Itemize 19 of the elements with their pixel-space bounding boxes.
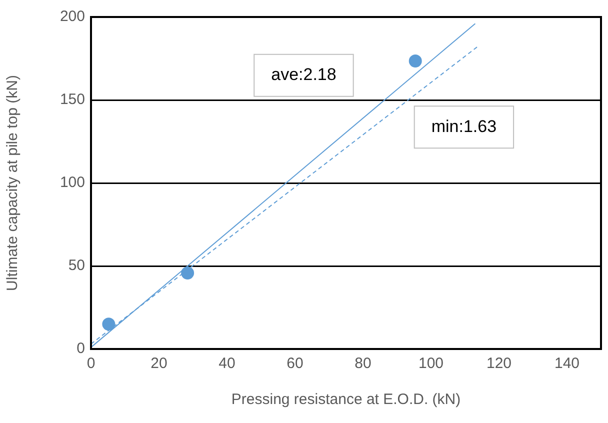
series-label: min:1.63 (431, 116, 497, 136)
x-tick-label: 100 (418, 355, 444, 372)
y-tick-label: 50 (68, 257, 85, 274)
y-tick-label: 200 (60, 8, 85, 26)
point (181, 266, 194, 280)
x-tick-label: 20 (150, 355, 168, 372)
x-axis-title: Pressing resistance at E.O.D. (kN) (231, 391, 461, 408)
y-tick-label: 150 (60, 91, 85, 108)
y-tick-label: 0 (76, 340, 85, 358)
x-tick-label: 60 (286, 355, 304, 372)
x-tick-label: 40 (218, 355, 236, 372)
point (408, 54, 422, 68)
x-tick-label: 120 (486, 355, 512, 372)
x-tick-label: 140 (554, 355, 580, 372)
point (102, 318, 116, 331)
y-axis-title: Ultimate capacity at pile top (kN) (4, 75, 22, 291)
text: ave:2.18 (271, 65, 336, 84)
x-tick-label: 80 (354, 355, 372, 372)
y-tick-label: 100 (60, 174, 85, 192)
